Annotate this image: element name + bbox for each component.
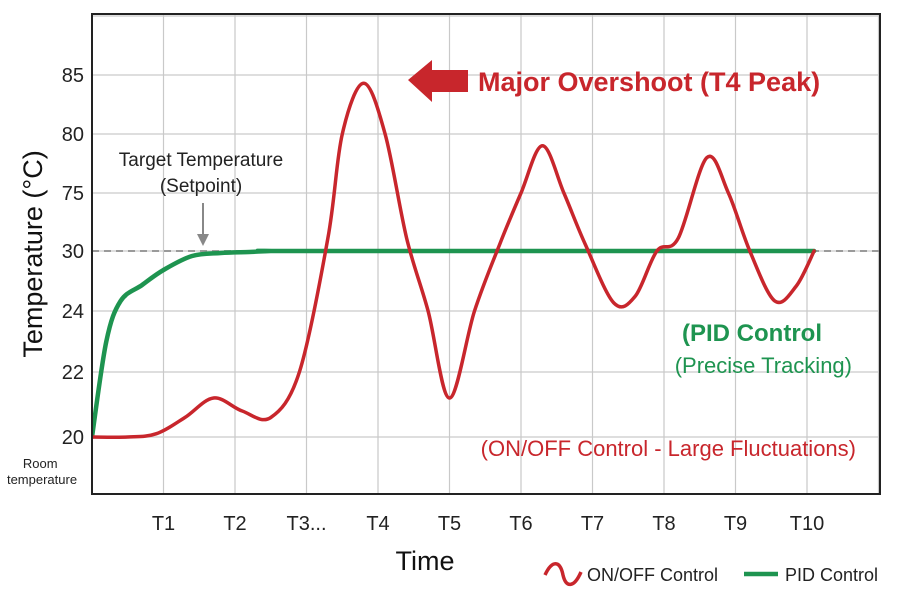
room-temp-note: Room temperature [7,456,77,487]
x-tick-label: T5 [438,513,461,535]
x-tick-label: T2 [223,513,246,535]
y-tick-label: 20 [62,427,84,449]
x-tick-label: T8 [652,513,675,535]
pid-annotation-title: (PID Control [682,320,822,347]
x-tick-label: T6 [509,513,532,535]
onoff-annotation: (ON/OFF Control - Large Fluctuations) [481,436,856,461]
y-tick-label: 75 [62,183,84,205]
room-temp-line-2: temperature [7,472,77,487]
legend-onoff-label: ON/OFF Control [587,565,718,585]
x-tick-labels: T1 T2 T3... T4 T5 T6 T7 T8 T9 T10 [152,513,824,535]
grid [92,14,880,494]
x-tick-label: T9 [724,513,747,535]
legend: ON/OFF Control PID Control [543,562,878,587]
y-tick-label: 30 [62,241,84,263]
y-tick-label: 24 [62,301,84,323]
setpoint-label-line-1: Target Temperature [119,150,283,171]
y-tick-label: 85 [62,65,84,87]
plot-frame [91,13,881,495]
legend-onoff-icon [543,562,583,587]
x-tick-label: T4 [366,513,389,535]
series-group [92,81,817,440]
room-temp-line-1: Room [23,456,58,471]
x-tick-label: T1 [152,513,175,535]
y-axis-title: Temperature (°C) [18,150,48,357]
pid-annotation-subtitle: (Precise Tracking) [675,353,852,378]
overshoot-arrow-icon [408,60,468,102]
setpoint-arrow-icon [197,203,209,246]
legend-pid-label: PID Control [785,565,878,585]
x-axis-title: Time [396,546,455,576]
series-line-pid-control [92,248,817,440]
x-tick-label: T7 [581,513,604,535]
setpoint-label-line-2: (Setpoint) [160,176,242,197]
series-line-on-off-control [92,81,816,439]
y-tick-label: 22 [62,362,84,384]
overshoot-annotation: Major Overshoot (T4 Peak) [478,67,820,97]
y-tick-label: 80 [62,124,84,146]
x-tick-label: T3... [286,513,326,535]
y-tick-labels: 20 22 24 30 75 80 85 [62,65,84,449]
x-tick-label: T10 [790,513,824,535]
